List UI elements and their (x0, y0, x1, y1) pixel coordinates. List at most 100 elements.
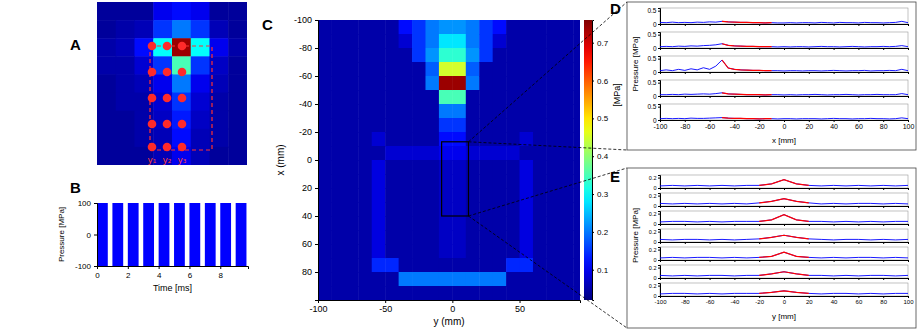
plot-frame (660, 104, 908, 120)
burst (97, 203, 108, 266)
heat-cell (412, 202, 426, 217)
tick-mark (592, 81, 594, 82)
heat-cell (191, 20, 210, 39)
heat-cell (452, 244, 466, 259)
heat-cell (573, 258, 580, 273)
heat-cell (506, 216, 520, 231)
tick-label: 0 (653, 257, 656, 263)
y-axis: 00.5 (647, 31, 660, 51)
tick: 0 (653, 221, 660, 227)
heat-cell (466, 34, 480, 49)
heat-cell (520, 174, 534, 189)
tick-label: 8 (219, 271, 224, 280)
heat-cell (439, 272, 453, 287)
x-axis-line (661, 25, 909, 27)
tick-label: 80 (880, 299, 887, 305)
tick: -100 (75, 262, 97, 271)
y-axis: 00.5 (647, 55, 660, 75)
zoom-connector (468, 216, 627, 328)
tick (660, 72, 661, 74)
tick (660, 24, 661, 26)
tick: 0 (783, 120, 787, 130)
heat-cell (452, 272, 466, 287)
y-axis-line (658, 230, 661, 243)
heat-cell (116, 20, 135, 39)
tick (734, 48, 735, 50)
tick-mark (315, 216, 318, 217)
heat-cell (439, 104, 453, 119)
heat-cell (479, 48, 493, 63)
tick: 60 (856, 296, 863, 305)
y-axis-line (658, 81, 661, 97)
tick-mark (315, 20, 318, 21)
tick (685, 188, 686, 190)
heat-cell (358, 48, 372, 63)
tick-mark (685, 206, 686, 208)
tick: 0.2 (592, 228, 609, 237)
tick (858, 260, 859, 262)
tick-label: 0.2 (649, 265, 657, 271)
tick-mark (658, 196, 660, 197)
y-axis-line (658, 284, 661, 297)
heat-cell (546, 244, 560, 259)
tick (883, 96, 884, 98)
tick-label: 0.2 (649, 283, 657, 289)
tick (858, 48, 859, 50)
tick: 0.5 (647, 7, 660, 14)
tick (908, 278, 909, 280)
heat-cell (210, 147, 229, 165)
tick-label: 0.2 (649, 247, 657, 253)
heat-cell (97, 74, 116, 93)
tick (784, 242, 785, 244)
profile-line (660, 60, 908, 71)
tick-mark (784, 120, 785, 122)
profile-highlight (759, 272, 809, 276)
tick: -50 (379, 300, 392, 314)
heat-cell (385, 104, 399, 119)
tick: -60 (705, 120, 715, 130)
heat-cell (546, 118, 560, 133)
heat-cell (466, 272, 480, 287)
tick (734, 188, 735, 190)
heat-cell (533, 132, 547, 147)
heat-cell (372, 62, 386, 77)
heat-cell (452, 76, 466, 91)
tick-mark (834, 260, 835, 262)
tick (858, 278, 859, 280)
heat-cell (546, 90, 560, 105)
heat-cell (385, 272, 399, 287)
heat-cell (506, 48, 520, 63)
tick (660, 48, 661, 50)
heat-cell (466, 62, 480, 77)
tick-mark (883, 278, 884, 280)
heat-cell (172, 111, 191, 130)
heat-cell (412, 118, 426, 133)
heat-cell (318, 286, 332, 300)
heat-cell (493, 160, 507, 175)
heat-cell (439, 118, 453, 133)
heat-cell (533, 188, 547, 203)
tick: 0.2 (649, 229, 660, 235)
tick-mark (685, 96, 686, 98)
heat-cell (452, 286, 466, 300)
tick (685, 206, 686, 208)
heat-cell (372, 20, 386, 35)
tick: 0.2 (649, 247, 660, 253)
heat-cell (135, 20, 154, 39)
probe-point (148, 120, 157, 129)
tick-mark (658, 242, 660, 243)
lines (660, 272, 908, 276)
heat-cell (318, 244, 332, 259)
heat-cell (358, 104, 372, 119)
tick: 6 (188, 266, 193, 280)
heat-cell (493, 76, 507, 91)
heat-cell (520, 230, 534, 245)
heat-cell (331, 216, 345, 231)
heat-cell (452, 118, 466, 133)
tick-label: 0 (653, 275, 656, 281)
heat-cell (116, 111, 135, 130)
heat-cell (560, 34, 574, 49)
x-axis: -100-80-60-40-20020406080100 (653, 120, 914, 130)
heat-cell (479, 146, 493, 161)
heat-cell (425, 118, 439, 133)
